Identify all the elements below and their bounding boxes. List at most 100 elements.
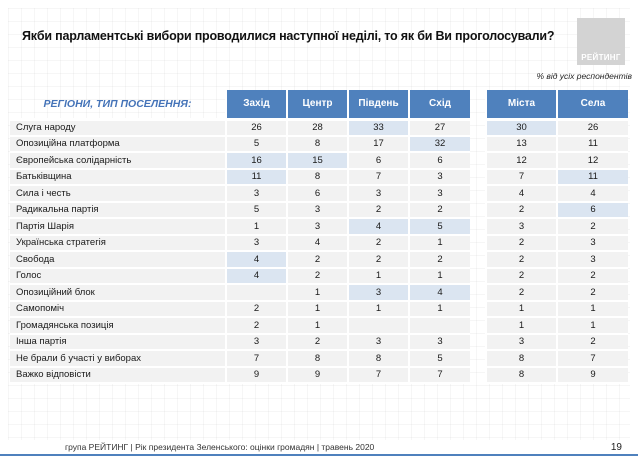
column-group-gap (470, 152, 486, 169)
value-cell: 7 (347, 168, 409, 186)
value-cell: 3 (485, 218, 557, 236)
column-group-gap (470, 284, 486, 301)
column-group-gap (470, 202, 486, 219)
table-row: Українська стратегія 3 4 2 1 2 3 (10, 234, 628, 252)
value-cell: 8 (485, 350, 557, 368)
column-group-gap (470, 218, 486, 235)
value-cell: 3 (408, 168, 470, 186)
value-cell: 9 (556, 366, 628, 384)
table-row: Громадянська позиція 2 1 1 1 (10, 317, 628, 335)
value-cell: 2 (485, 234, 557, 252)
value-cell: 8 (347, 350, 409, 368)
value-cell: 8 (485, 366, 557, 384)
value-cell: 3 (286, 201, 348, 219)
value-cell: 1 (485, 317, 557, 335)
value-cell: 4 (347, 218, 409, 236)
value-cell: 6 (408, 152, 470, 170)
value-cell: 5 (408, 218, 470, 236)
column-group-gap (470, 169, 486, 186)
value-cell: 15 (286, 152, 348, 170)
party-label: Свобода (10, 251, 226, 269)
value-cell: 6 (556, 201, 628, 219)
value-cell: 4 (485, 185, 557, 203)
value-cell: 6 (347, 152, 409, 170)
value-cell: 2 (556, 284, 628, 302)
rating-group-logo-label: РЕЙТИНГ (581, 53, 621, 62)
party-label: Українська стратегія (10, 234, 226, 252)
value-cell: 3 (225, 333, 287, 351)
column-group-gap (470, 301, 486, 318)
value-cell: 1 (347, 267, 409, 285)
value-cell: 3 (485, 333, 557, 351)
table-row: Свобода 4 2 2 2 2 3 (10, 251, 628, 269)
value-cell: 2 (556, 333, 628, 351)
value-cell: 4 (556, 185, 628, 203)
value-cell: 2 (225, 317, 287, 335)
column-header-2: Центр (286, 90, 348, 121)
value-cell: 3 (286, 218, 348, 236)
value-cell: 11 (225, 168, 287, 186)
value-cell: 11 (556, 135, 628, 153)
value-cell (408, 317, 470, 335)
value-cell: 2 (485, 267, 557, 285)
slide-footer: група РЕЙТИНГ | Рік президента Зеленсько… (65, 442, 375, 452)
value-cell: 3 (347, 333, 409, 351)
table-row: Не брали б участі у виборах 7 8 8 5 8 7 (10, 350, 628, 368)
table-row: Європейська солідарність 16 15 6 6 12 12 (10, 152, 628, 170)
value-cell: 3 (347, 185, 409, 203)
value-cell: 2 (408, 251, 470, 269)
column-group-gap (470, 317, 486, 334)
value-cell: 7 (485, 168, 557, 186)
table-row: Слуга народу 26 28 33 27 30 26 (10, 119, 628, 137)
value-cell: 2 (225, 300, 287, 318)
table-row: Важко відповісти 9 9 7 7 8 9 (10, 366, 628, 384)
value-cell: 4 (225, 251, 287, 269)
table-header-row: РЕГІОНИ, ТИП ПОСЕЛЕННЯ: Захід Центр Південь… (10, 90, 628, 121)
value-cell: 3 (408, 185, 470, 203)
table-row: Голос 4 2 1 1 2 2 (10, 267, 628, 285)
value-cell: 2 (485, 201, 557, 219)
party-label: Радикальна партія (10, 201, 226, 219)
value-cell: 3 (556, 251, 628, 269)
value-cell: 6 (286, 185, 348, 203)
value-cell: 3 (347, 284, 409, 302)
table-row: Опозиційна платформа 5 8 17 32 13 11 (10, 135, 628, 153)
table-row: Радикальна партія 5 3 2 2 2 6 (10, 201, 628, 219)
party-label: Партія Шарія (10, 218, 226, 236)
column-group-gap (470, 367, 486, 384)
value-cell: 7 (347, 366, 409, 384)
party-label: Самопоміч (10, 300, 226, 318)
value-cell (225, 284, 287, 302)
value-cell: 26 (556, 119, 628, 137)
page-number: 19 (610, 442, 622, 453)
value-cell: 2 (347, 251, 409, 269)
value-cell: 2 (485, 284, 557, 302)
column-header-4: Схід (408, 90, 470, 121)
value-cell: 12 (485, 152, 557, 170)
table-row: Партія Шарія 1 3 4 5 3 2 (10, 218, 628, 236)
party-label: Батьківщина (10, 168, 226, 186)
value-cell: 1 (286, 317, 348, 335)
value-cell: 1 (485, 300, 557, 318)
column-group-gap (470, 334, 486, 351)
value-cell: 4 (225, 267, 287, 285)
value-cell: 30 (485, 119, 557, 137)
value-cell: 7 (225, 350, 287, 368)
value-cell: 1 (347, 300, 409, 318)
value-cell: 28 (286, 119, 348, 137)
value-cell: 5 (408, 350, 470, 368)
value-cell: 2 (556, 218, 628, 236)
value-cell: 2 (286, 267, 348, 285)
value-cell: 8 (286, 168, 348, 186)
value-cell: 27 (408, 119, 470, 137)
value-cell: 4 (286, 234, 348, 252)
value-cell: 2 (286, 251, 348, 269)
value-cell: 1 (556, 317, 628, 335)
value-cell: 11 (556, 168, 628, 186)
column-header-6: Села (556, 90, 628, 121)
column-group-gap (470, 136, 486, 153)
value-cell: 8 (286, 350, 348, 368)
column-group-gap (470, 185, 486, 202)
value-cell: 13 (485, 135, 557, 153)
value-cell: 1 (556, 300, 628, 318)
